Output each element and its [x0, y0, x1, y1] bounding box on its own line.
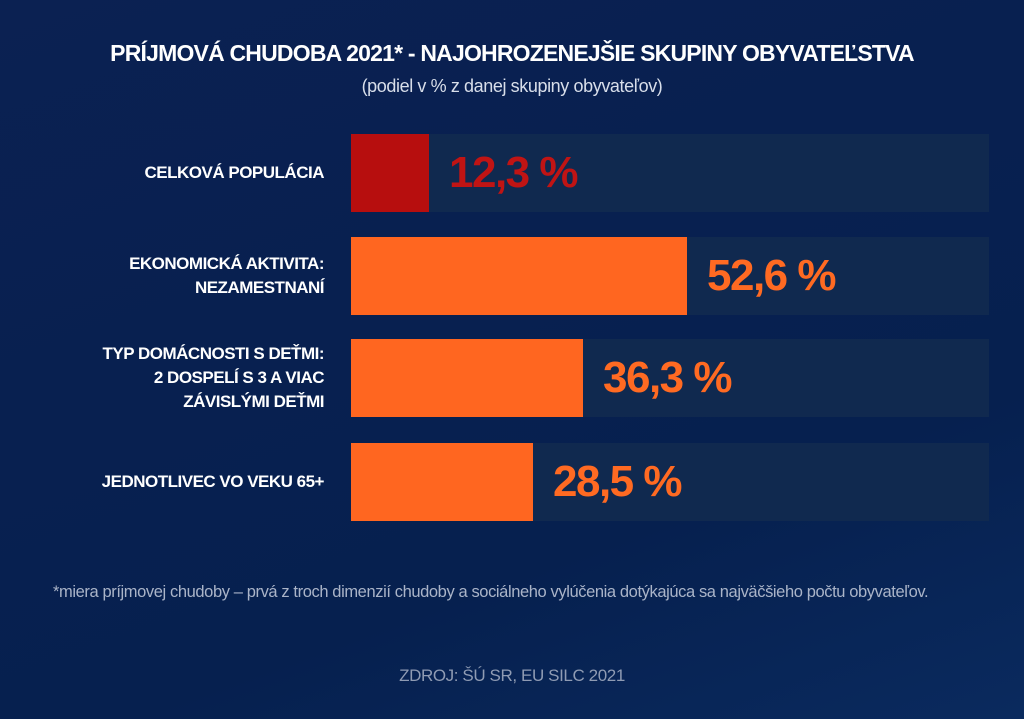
- source-note: ZDROJ: ŠÚ SR, EU SILC 2021: [399, 666, 625, 685]
- label-line: 2 DOSPELÍ S 3 A VIAC: [153, 368, 325, 387]
- label-line: NEZAMESTNANÍ: [194, 278, 325, 297]
- bar-value-label: 12,3 %: [449, 148, 578, 197]
- bar-fill: [351, 134, 429, 212]
- label-line: JEDNOTLIVEC VO VEKU 65+: [101, 472, 325, 491]
- bar-track: 28,5 %: [351, 443, 989, 521]
- chart-subtitle: (podiel v % z danej skupiny obyvateľov): [361, 76, 663, 96]
- bar-fill: [351, 237, 687, 315]
- bar-category-label: TYP DOMÁCNOSTI S DEŤMI: 2 DOSPELÍ S 3 A V…: [102, 342, 325, 414]
- bar-track: 12,3 %: [351, 134, 989, 212]
- bar-value-label: 36,3 %: [603, 353, 732, 402]
- bar-fill: [351, 339, 583, 417]
- label-line: ZÁVISLÝMI DEŤMI: [183, 392, 324, 411]
- bar-category-label: EKONOMICKÁ AKTIVITA: NEZAMESTNANÍ: [129, 252, 324, 300]
- bar-category-label: JEDNOTLIVEC VO VEKU 65+: [101, 470, 325, 494]
- label-line: EKONOMICKÁ AKTIVITA:: [129, 254, 324, 273]
- label-line: CELKOVÁ POPULÁCIA: [144, 163, 325, 182]
- bar-value-label: 52,6 %: [707, 251, 836, 300]
- footnote: *miera príjmovej chudoby – prvá z troch …: [53, 583, 929, 601]
- bar-track: 52,6 %: [351, 237, 989, 315]
- bar-category-label: CELKOVÁ POPULÁCIA: [144, 161, 325, 185]
- label-line: TYP DOMÁCNOSTI S DEŤMI:: [102, 344, 325, 363]
- bar-fill: [351, 443, 533, 521]
- bar-value-label: 28,5 %: [553, 457, 682, 506]
- bar-track: 36,3 %: [351, 339, 989, 417]
- chart-title: PRÍJMOVÁ CHUDOBA 2021* - NAJOHROZENEJŠIE…: [110, 40, 914, 66]
